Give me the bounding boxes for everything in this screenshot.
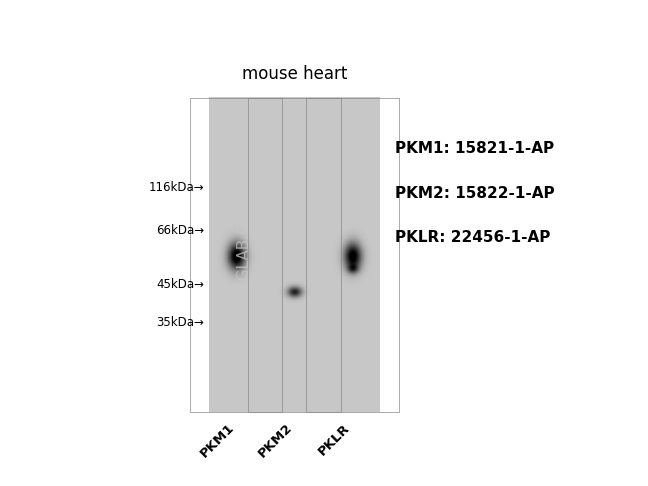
Text: 116kDa→: 116kDa→ <box>148 181 204 194</box>
Bar <box>248 98 341 412</box>
Text: 45kDa→: 45kDa→ <box>156 278 204 291</box>
Text: PKM2: 15822-1-AP: PKM2: 15822-1-AP <box>395 186 555 201</box>
Text: PKLR: PKLR <box>316 421 353 458</box>
Bar <box>191 98 283 412</box>
Text: PKLR: 22456-1-AP: PKLR: 22456-1-AP <box>395 230 550 245</box>
Text: www.PTGLAB.COM: www.PTGLAB.COM <box>237 197 251 339</box>
Text: PKM1: PKM1 <box>197 421 237 460</box>
Text: 35kDa→: 35kDa→ <box>156 315 204 329</box>
Text: mouse heart: mouse heart <box>242 65 347 83</box>
Text: 66kDa→: 66kDa→ <box>156 224 204 237</box>
Text: PKM1: 15821-1-AP: PKM1: 15821-1-AP <box>395 140 554 156</box>
Bar <box>307 98 399 412</box>
Text: PKM2: PKM2 <box>255 421 294 460</box>
